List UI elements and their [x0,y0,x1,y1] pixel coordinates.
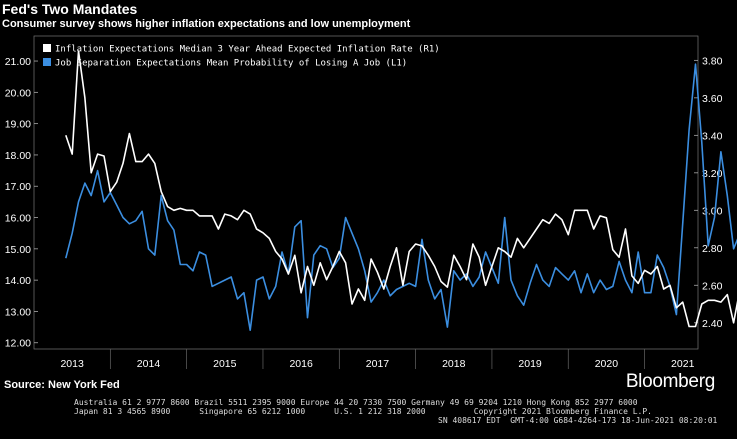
footer-contacts: Australia 61 2 9777 8600 Brazil 5511 239… [0,395,737,439]
legend: Inflation Expectations Median 3 Year Ahe… [43,44,440,69]
left-tick-label: 21.00 [5,56,31,68]
left-tick-label: 12.00 [5,338,31,350]
right-tick-label: 2.40 [702,318,723,330]
chart-title: Fed's Two Mandates [2,1,138,17]
left-tick-label: 19.00 [5,119,31,131]
left-axis-ticks: 12.00 13.00 14.00 15.00 16.00 17.00 18.00 19.00… [5,56,38,350]
x-label-2017: 2017 [366,358,390,370]
x-label-2014: 2014 [137,358,161,370]
series-line-inflation-expectations [65,50,737,328]
x-label-2021: 2021 [671,358,695,370]
legend-label-inflation: Inflation Expectations Median 3 Year Ahe… [55,45,440,55]
left-tick-label: 14.00 [5,275,31,287]
series-layer [65,50,737,332]
footer-line-3: SN 408617 EDT GMT-4:00 G684-4264-173 18-… [438,416,718,425]
bloomberg-logo: Bloomberg [625,371,715,392]
x-label-2019: 2019 [518,358,542,370]
year-dividers [109,349,645,369]
right-tick-label: 3.60 [702,93,723,105]
left-tick-label: 13.00 [5,306,31,318]
source-note: Source: New York Fed [4,379,120,391]
x-label-2015: 2015 [213,358,237,370]
left-tick-label: 17.00 [5,181,31,193]
chart-svg: 12.00 13.00 14.00 15.00 16.00 17.00 18.00 19.00… [5,35,737,370]
x-label-2016: 2016 [289,358,313,370]
footer-line-2: Japan 81 3 4565 8900 Singapore 65 6212 1… [74,407,652,416]
left-tick-label: 18.00 [5,150,31,162]
x-label-2013: 2013 [60,358,84,370]
right-tick-label: 3.20 [702,168,723,180]
series-line-job-separation [65,63,737,332]
x-label-2020: 2020 [595,358,619,370]
right-tick-label: 2.60 [702,280,723,292]
legend-swatch-inflation [43,44,51,52]
x-label-2018: 2018 [442,358,466,370]
right-tick-label: 3.80 [702,55,723,67]
right-tick-label: 3.40 [702,130,723,142]
plot-frame [33,35,699,350]
chart-subtitle: Consumer survey shows higher inflation e… [2,18,411,30]
left-tick-label: 20.00 [5,87,31,99]
legend-label-job-separation: Job Separation Expectations Mean Probabi… [55,59,407,69]
footer-line-1: Australia 61 2 9777 8600 Brazil 5511 239… [74,398,638,407]
right-axis-ticks: 2.40 2.60 2.80 3.00 3.20 3.40 3.60 3.80 [694,55,723,330]
legend-swatch-job-separation [43,58,51,66]
left-tick-label: 15.00 [5,244,31,256]
left-tick-label: 16.00 [5,213,31,225]
right-tick-label: 2.80 [702,243,723,255]
right-tick-label: 3.00 [702,205,723,217]
x-axis-labels: 2013 2014 2015 2016 2017 2018 2019 2020 2021 [60,358,694,370]
